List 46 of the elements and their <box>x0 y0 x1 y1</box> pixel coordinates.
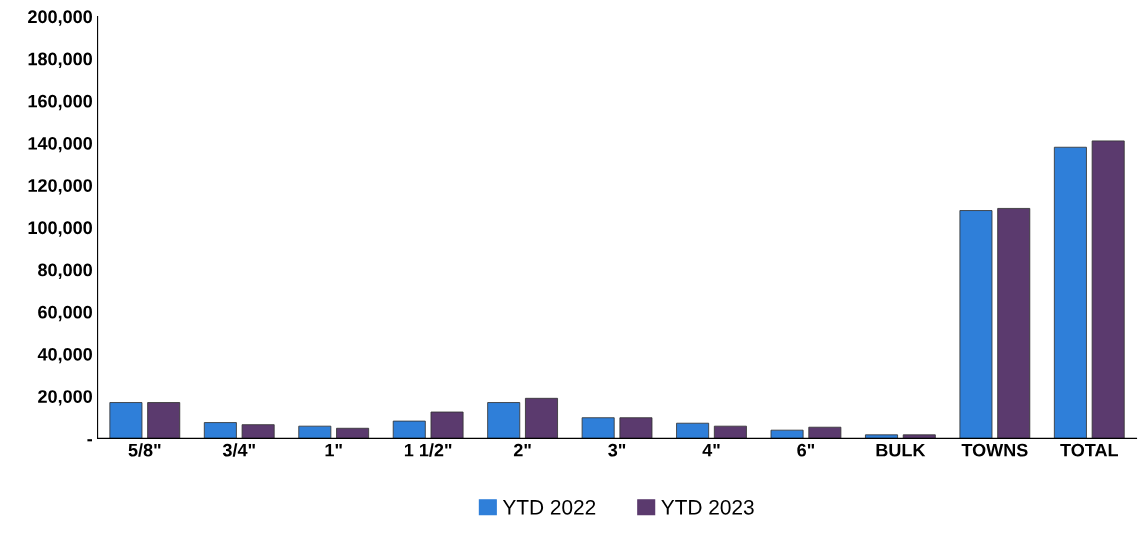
bar <box>865 434 898 439</box>
bar <box>147 402 181 439</box>
bar <box>676 422 710 439</box>
bar <box>109 402 143 439</box>
bar <box>770 429 804 439</box>
bar <box>525 397 558 439</box>
bar <box>619 417 653 439</box>
legend-label: YTD 2022 <box>502 499 596 515</box>
legend-label: YTD 2023 <box>661 499 754 515</box>
bar <box>241 424 275 439</box>
y-tick-label: 100,000 <box>28 221 92 237</box>
x-tick-label: 6" <box>797 443 815 457</box>
bar <box>392 420 426 439</box>
y-tick-label: 120,000 <box>28 179 92 195</box>
y-tick-label: 80,000 <box>38 263 92 279</box>
bar <box>997 208 1031 439</box>
y-tick-label: 60,000 <box>38 305 92 322</box>
x-tick-label: TOWNS <box>961 443 1028 457</box>
y-tick-label: 140,000 <box>28 136 92 153</box>
bar <box>713 425 747 439</box>
bar <box>336 427 370 439</box>
x-tick-label: 3/4" <box>222 443 255 457</box>
y-tick-label: 180,000 <box>28 52 92 68</box>
bar <box>902 434 936 439</box>
y-tick-label: 160,000 <box>28 94 92 111</box>
bar <box>298 425 332 439</box>
bar <box>959 210 993 439</box>
x-tick-label: BULK <box>876 443 926 457</box>
bar <box>487 402 521 439</box>
x-tick-label: 3" <box>608 443 626 457</box>
x-tick-label: 5/8" <box>128 443 161 457</box>
x-tick-label: 1" <box>325 443 342 457</box>
y-tick-label: 40,000 <box>37 347 92 364</box>
bar <box>808 426 842 439</box>
x-tick-label: 4" <box>702 443 720 457</box>
bar <box>1053 146 1087 439</box>
x-tick-label: TOTAL <box>1060 443 1118 457</box>
bar <box>1091 140 1125 439</box>
y-tick-label: - <box>87 439 92 442</box>
x-tick-label: 2" <box>513 443 531 457</box>
bar <box>203 422 237 439</box>
x-tick-label: 1 1/2" <box>404 443 452 457</box>
y-tick-label: 200,000 <box>28 10 92 26</box>
y-tick-label: 20,000 <box>38 390 92 406</box>
bar <box>430 411 464 439</box>
bar <box>581 417 615 439</box>
